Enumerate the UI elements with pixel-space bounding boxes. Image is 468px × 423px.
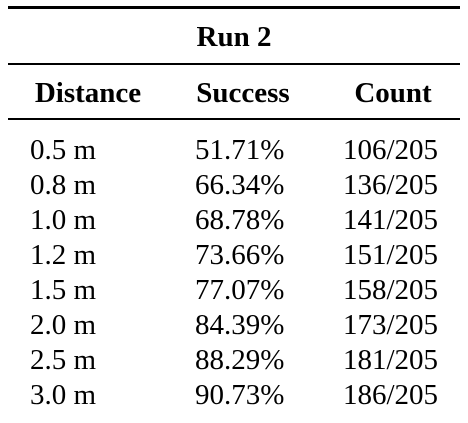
table-cell: 136/205 xyxy=(343,169,439,201)
mid-rule xyxy=(8,63,460,65)
table-cell: 0.8 m xyxy=(30,169,97,201)
table-cell: 68.78% xyxy=(195,204,285,236)
table-cell: 2.0 m xyxy=(30,309,97,341)
table-cell: 51.71% xyxy=(195,134,285,166)
table-cell: 181/205 xyxy=(343,344,439,376)
column-header: Count xyxy=(354,77,432,109)
table-cell: 158/205 xyxy=(343,274,439,306)
table-cell: 0.5 m xyxy=(30,134,97,166)
table-title: Run 2 xyxy=(196,21,272,53)
table-cell: 141/205 xyxy=(343,204,439,236)
table-cell: 186/205 xyxy=(343,379,439,411)
table-cell: 77.07% xyxy=(195,274,285,306)
table-cell: 66.34% xyxy=(195,169,285,201)
table-cell: 73.66% xyxy=(195,239,285,271)
table-cell: 88.29% xyxy=(195,344,285,376)
table-cell: 84.39% xyxy=(195,309,285,341)
table-cell: 1.5 m xyxy=(30,274,97,306)
column-header: Distance xyxy=(34,77,142,109)
table-cell: 90.73% xyxy=(195,379,285,411)
table-cell: 173/205 xyxy=(343,309,439,341)
top-rule xyxy=(8,6,460,9)
table-cell: 151/205 xyxy=(343,239,439,271)
table-cell: 106/205 xyxy=(343,134,439,166)
table-cell: 1.0 m xyxy=(30,204,97,236)
table-cell: 2.5 m xyxy=(30,344,97,376)
header-rule xyxy=(8,118,460,120)
table-cell: 1.2 m xyxy=(30,239,97,271)
table-cell: 3.0 m xyxy=(30,379,97,411)
column-header: Success xyxy=(196,77,290,109)
